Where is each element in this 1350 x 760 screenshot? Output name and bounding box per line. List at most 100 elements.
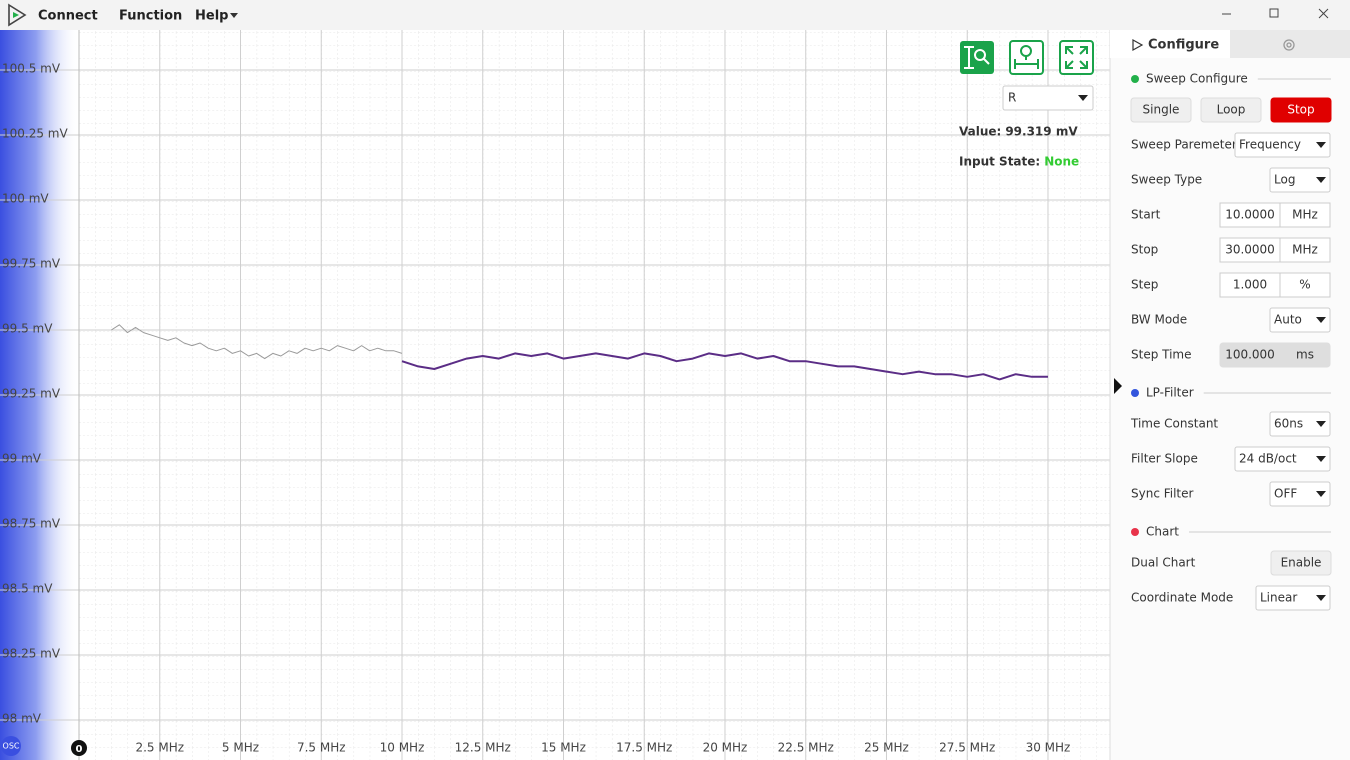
x-tick-label: 20 MHz (703, 741, 748, 755)
select-box[interactable] (1234, 446, 1331, 472)
x-tick-label: 30 MHz (1026, 741, 1071, 755)
menu-caret (230, 13, 238, 18)
sweep-button[interactable] (1200, 97, 1262, 123)
select-box[interactable] (1269, 481, 1331, 507)
input-box (1219, 342, 1331, 368)
section-title: LP-Filter (1146, 386, 1194, 400)
select-value: Frequency (1239, 138, 1301, 152)
select-caret (1316, 595, 1326, 601)
channel-select[interactable] (1002, 85, 1094, 111)
input-box[interactable] (1219, 237, 1281, 263)
value-readout: 99.319 mV (1005, 125, 1078, 139)
chart: 98 mV 98.25 mV 98.5 mV 98.75 mV 99 mV 99.25 m… (0, 30, 1110, 760)
input-value: 30.0000 (1225, 243, 1275, 257)
section-title: Chart (1146, 525, 1179, 539)
section-dot (1131, 528, 1139, 536)
field-label: Filter Slope (1131, 452, 1198, 466)
osc-badge[interactable] (1, 736, 21, 756)
input-unit: MHz (1292, 208, 1318, 222)
select-value: OFF (1274, 487, 1297, 501)
y-tick-label: 98.75 mV (2, 516, 61, 530)
y-tick-label: 99 mV (2, 451, 42, 465)
field-label: Coordinate Mode (1131, 591, 1233, 605)
osc-badge-label: OSC (3, 742, 20, 751)
sweep-button-label: Stop (1287, 103, 1314, 117)
unit-box (1279, 202, 1331, 228)
input-unit: MHz (1292, 243, 1318, 257)
select-box[interactable] (1255, 585, 1331, 611)
input-value: 10.0000 (1225, 208, 1275, 222)
y-tick-label: 100.25 mV (2, 127, 68, 141)
y-tick-label: 98 mV (2, 711, 42, 725)
menu-bar (0, 0, 1350, 30)
settings-tab[interactable] (1230, 30, 1350, 58)
x-tick-label: 0 (76, 744, 83, 755)
input-state-label: Input State: (959, 155, 1040, 169)
select-box[interactable] (1269, 411, 1331, 437)
input-value: 1.000 (1233, 278, 1267, 292)
origin-badge (71, 740, 87, 756)
y-tick-label: 99.25 mV (2, 387, 61, 401)
unit-box (1279, 272, 1331, 298)
x-tick-label: 17.5 MHz (616, 741, 672, 755)
section-dot (1131, 75, 1139, 83)
field-label: BW Mode (1131, 313, 1187, 327)
select-value: Log (1274, 173, 1295, 187)
toggle-button[interactable] (1270, 550, 1332, 576)
y-tick-label: 100.5 mV (2, 62, 61, 76)
x-tick-label: 10 MHz (380, 741, 425, 755)
zoom-fit-x-button[interactable] (1009, 40, 1044, 75)
y-tick-label: 99.75 mV (2, 257, 61, 271)
input-box[interactable] (1219, 202, 1281, 228)
input-unit: ms (1296, 348, 1314, 362)
toggle-button-label: Enable (1281, 556, 1322, 570)
x-tick-label: 12.5 MHz (455, 741, 511, 755)
select-value: 60ns (1274, 417, 1303, 431)
x-tick-label: 22.5 MHz (778, 741, 834, 755)
field-label: Dual Chart (1131, 556, 1196, 570)
select-caret (1316, 142, 1326, 148)
configure-tab[interactable] (1110, 30, 1230, 58)
channel-value: R (1008, 91, 1016, 105)
y-tick-label: 100 mV (2, 192, 49, 206)
field-label: Sweep Type (1131, 173, 1202, 187)
x-tick-label: 15 MHz (541, 741, 586, 755)
field-label: Step (1131, 278, 1158, 292)
y-tick-label: 98.5 mV (2, 581, 53, 595)
fullscreen-button[interactable] (1059, 40, 1094, 75)
tab-icon (1132, 38, 1144, 52)
select-value: 24 dB/oct (1239, 452, 1297, 466)
zoom-fit-y-button[interactable] (960, 41, 994, 74)
value-label: Value: (959, 125, 1001, 139)
data-line (401, 352, 1048, 381)
select-caret (1316, 456, 1326, 462)
select-caret (1316, 317, 1326, 323)
select-value: Linear (1260, 591, 1297, 605)
sweep-button-label: Loop (1217, 103, 1246, 117)
field-label: Time Constant (1130, 417, 1218, 431)
field-label: Start (1131, 208, 1161, 222)
x-tick-label: 5 MHz (222, 741, 259, 755)
input-box[interactable] (1219, 272, 1281, 298)
select-caret (1316, 177, 1326, 183)
field-label: Step Time (1131, 348, 1192, 362)
menu-item[interactable]: Connect (38, 9, 98, 24)
menu-item[interactable]: Function (119, 9, 182, 24)
select-box[interactable] (1234, 132, 1331, 158)
app-logo (8, 3, 27, 27)
input-state-value: None (1044, 155, 1079, 169)
sweep-button[interactable] (1130, 97, 1192, 123)
select-box[interactable] (1269, 307, 1331, 333)
sweep-button[interactable] (1270, 97, 1332, 123)
section-title: Sweep Configure (1146, 72, 1248, 86)
panel-toggle[interactable] (1114, 378, 1122, 394)
field-label: Sync Filter (1131, 487, 1194, 501)
x-tick-label: 25 MHz (864, 741, 909, 755)
select-box[interactable] (1269, 167, 1331, 193)
y-tick-label: 98.25 mV (2, 646, 61, 660)
panel-controls: Sweep Configure Single Loop Stop Sweep Parem… (1130, 72, 1332, 611)
window-controls[interactable] (1222, 8, 1329, 19)
field-label: Stop (1131, 243, 1158, 257)
menu-item[interactable]: Help (195, 9, 228, 24)
